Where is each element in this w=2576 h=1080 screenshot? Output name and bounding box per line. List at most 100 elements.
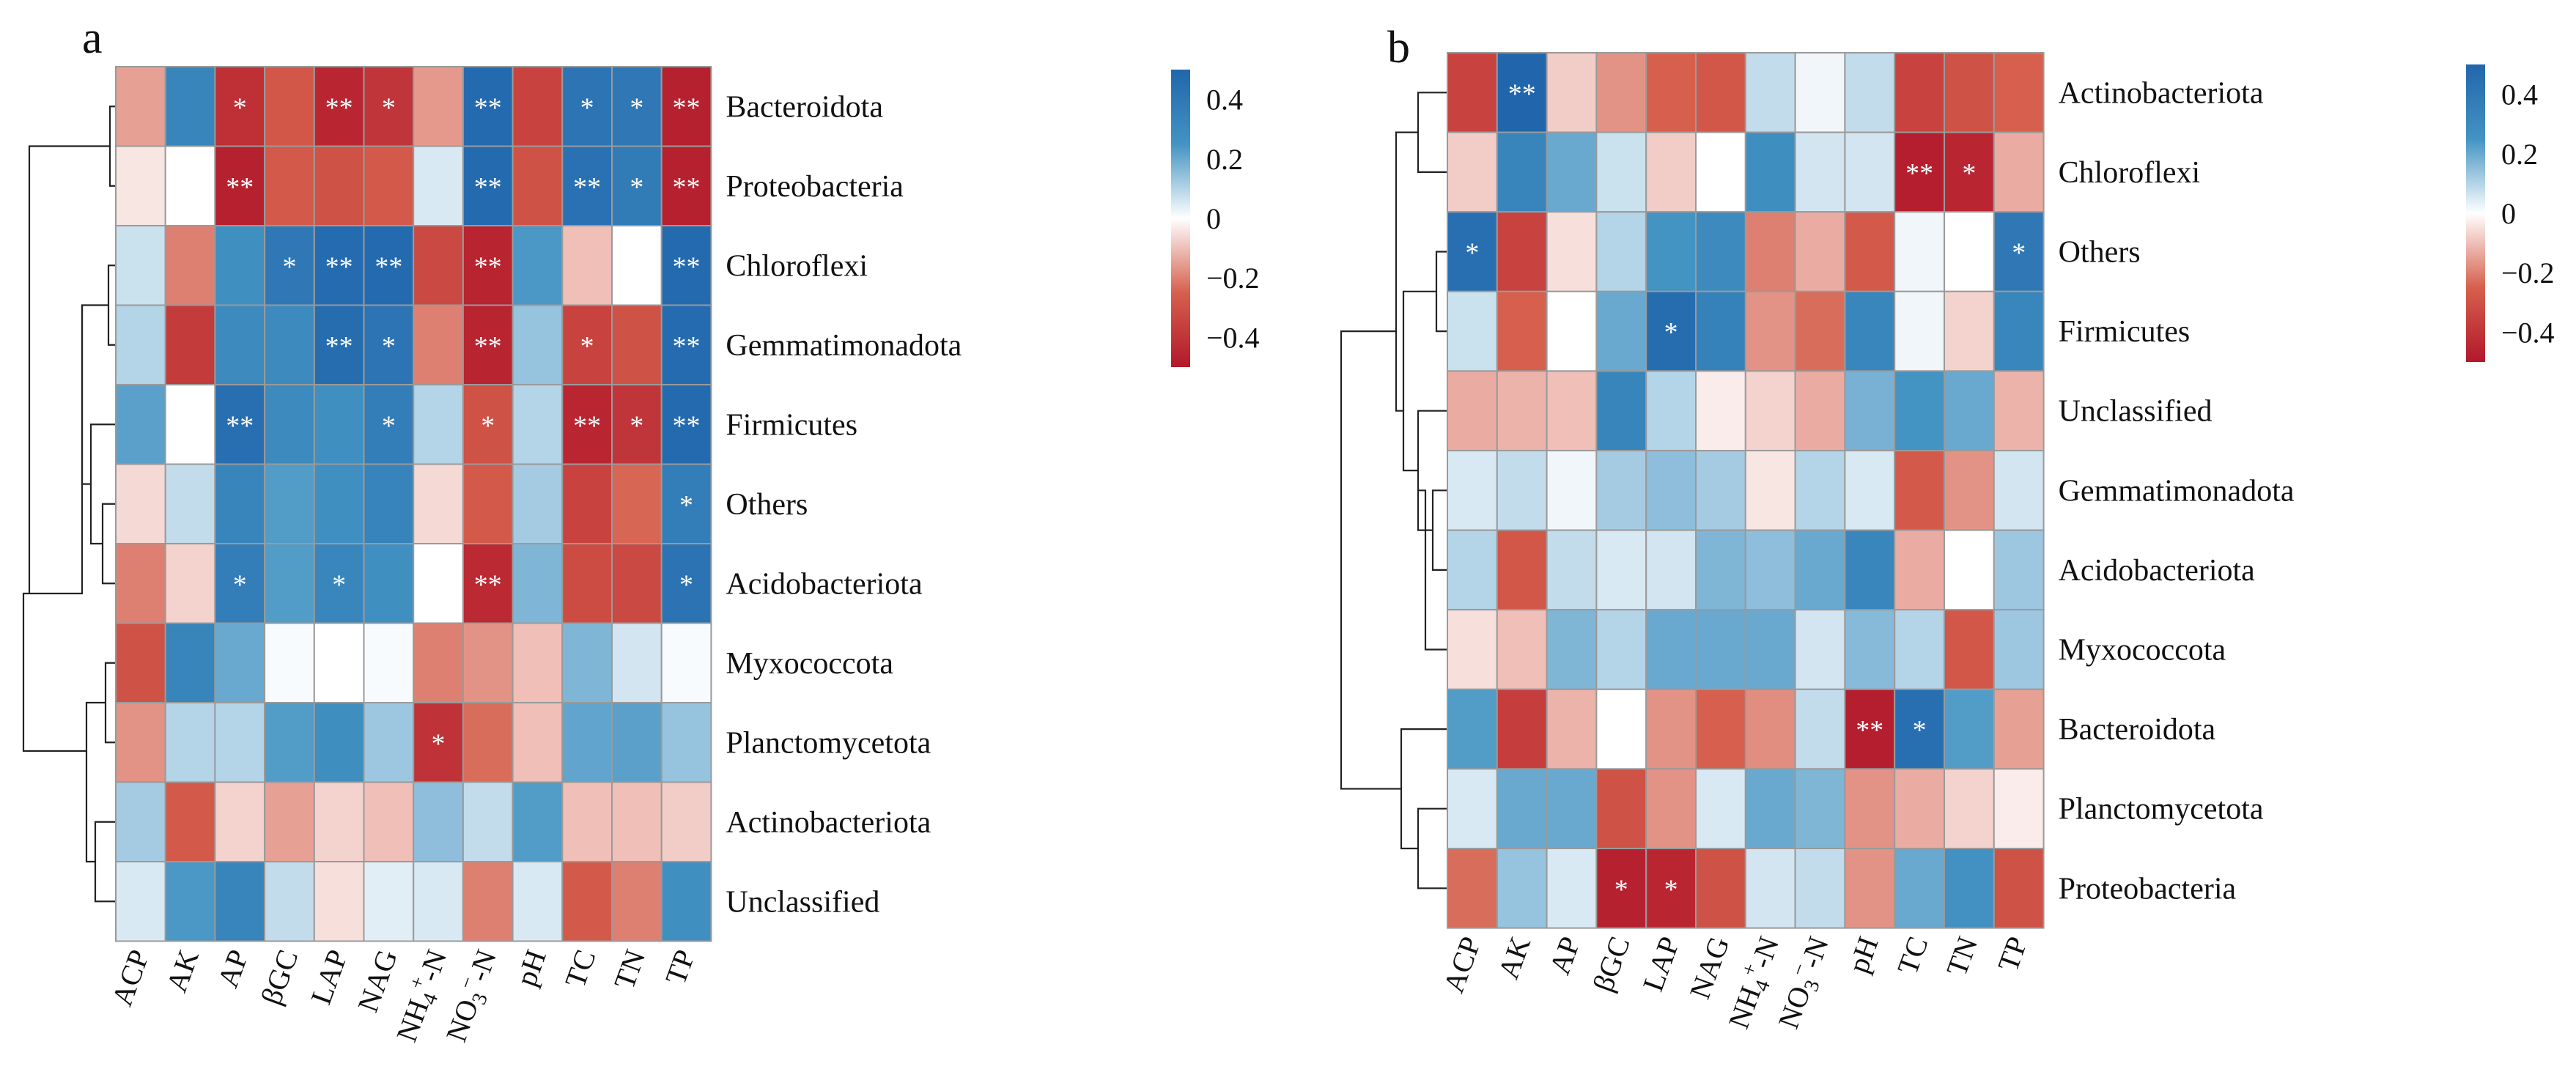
cell-b-bacteroidota-nag [1695,688,1746,770]
sig-mark-a-proteobacteria-tn: * [630,172,643,203]
cell-a-firmicutes-nag [363,384,415,465]
column-label-a-1: AK [160,945,205,996]
cell-a-planctomycetota-lap [313,702,365,783]
column-label-b-4: LAP [1636,932,1686,995]
dendrogram-branch-a-7 [94,821,116,903]
sig-mark-a-bacteroidota-tc: * [580,92,594,123]
cell-a-gemmatimonadota-tp [660,304,712,385]
cell-b-planctomycetota-no3-n [1794,768,1846,850]
cell-b-bacteroidota-no3-n [1794,688,1846,770]
cell-a-unclassified-ph [512,861,564,942]
cell-a-unclassified-nh4-n [413,861,464,942]
cell-b-bacteroidota-ap [1546,688,1598,770]
cell-a-acidobacteriota-tc [561,543,613,624]
sig-mark-a-chloroflexi-gc: * [282,251,296,282]
cell-b-myxococcota-no3-n [1794,609,1846,690]
cell-b-planctomycetota-nag [1695,768,1746,850]
cell-b-others-tc [1894,211,1945,292]
row-label-b-firmicutes: Firmicutes [2059,315,2191,349]
column-label-a-2: AP [211,945,255,991]
cell-a-acidobacteriota-nh4-n [413,543,464,624]
cell-b-bacteroidota-nh4-n [1744,688,1796,770]
cell-b-unclassified-nag [1695,370,1746,451]
cell-b-others-ph [1844,211,1896,292]
row-label-a-myxococcota: Myxococcota [726,647,893,681]
row-label-a-firmicutes: Firmicutes [726,408,857,442]
row-label-b-myxococcota: Myxococcota [2059,634,2226,667]
cell-b-planctomycetota-ap [1546,768,1598,850]
cell-b-others-tp [1993,211,2045,292]
cell-a-proteobacteria-lap [313,145,365,226]
cell-b-acidobacteriota-acp [1447,529,1498,611]
column-label-a-4: LAP [304,945,354,1008]
cell-a-myxococcota-tp [660,622,712,703]
cell-b-chloroflexi-ak [1496,131,1548,213]
cell-b-myxococcota-nag [1695,609,1746,690]
cell-b-acidobacteriota-lap [1645,529,1697,611]
sig-mark-a-proteobacteria-ap: ** [226,172,254,203]
row-label-a-unclassified: Unclassified [726,885,879,919]
cell-a-planctomycetota-gc [264,702,315,783]
cell-a-proteobacteria-ak [164,145,216,226]
cell-a-bacteroidota-lap [313,66,365,147]
cell-b-gemmatimonadota-tc [1894,450,1945,531]
sig-mark-a-proteobacteria-tp: ** [673,172,701,203]
colorbar-gradient-b [2466,64,2485,362]
cell-a-unclassified-tc [561,861,613,942]
cell-a-others-ak [164,463,216,544]
cell-b-acidobacteriota-gc [1595,529,1647,611]
cell-a-bacteroidota-gc [264,66,315,147]
sig-mark-a-chloroflexi-tp: ** [673,251,701,282]
cell-b-myxococcota-lap [1645,609,1697,690]
cell-a-myxococcota-ph [512,622,564,703]
cell-a-gemmatimonadota-nh4-n [413,304,464,385]
sig-mark-b-others-acp: * [1465,238,1479,269]
cell-a-bacteroidota-no3-n [462,66,514,147]
cell-a-firmicutes-lap [313,384,365,465]
cell-a-myxococcota-nag [363,622,415,703]
sig-mark-a-bacteroidota-ap: * [233,92,247,123]
colorbar-tick-a-3: −0.2 [1206,262,1260,295]
sig-mark-a-bacteroidota-tp: ** [673,92,701,123]
cell-a-planctomycetota-no3-n [462,702,514,783]
dendrogram-branch-b-2 [1431,489,1447,572]
cell-b-myxococcota-tp [1993,609,2045,690]
cell-b-others-tn [1944,211,1995,292]
column-label-b-10: TN [1940,932,1985,980]
cell-b-gemmatimonadota-ak [1496,450,1548,531]
panel-label-b: b [1387,23,1410,73]
cell-a-actinobacteriota-ph [512,781,564,862]
cell-a-others-ap [214,463,266,544]
cell-b-others-no3-n [1794,211,1846,292]
cell-a-bacteroidota-tn [611,66,663,147]
sig-mark-a-firmicutes-no3-n: * [481,410,495,441]
colorbar-tick-b-2: 0 [2501,197,2516,230]
cell-a-gemmatimonadota-ph [512,304,564,385]
cell-b-gemmatimonadota-tn [1944,450,1995,531]
cell-a-actinobacteriota-nag [363,781,415,862]
cell-b-planctomycetota-tp [1993,768,2045,850]
cell-b-unclassified-lap [1645,370,1697,451]
cell-b-actinobacteriota-lap [1645,52,1697,133]
cell-a-myxococcota-no3-n [462,622,514,703]
heatmap-cells-b: **** ** **** ** * [1447,52,2045,929]
cell-b-others-lap [1645,211,1697,292]
cell-b-planctomycetota-ak [1496,768,1548,850]
cell-b-gemmatimonadota-tp [1993,450,2045,531]
cell-a-bacteroidota-nh4-n [413,66,464,147]
cell-b-actinobacteriota-nag [1695,52,1746,133]
cell-a-actinobacteriota-acp [115,781,166,862]
cell-b-myxococcota-ap [1546,609,1598,690]
cell-a-gemmatimonadota-ak [164,304,216,385]
row-label-a-bacteroidota: Bacteroidota [726,90,883,124]
cell-a-bacteroidota-ph [512,66,564,147]
cell-a-firmicutes-tc [561,384,613,465]
cell-b-myxococcota-ph [1844,609,1896,690]
cell-a-acidobacteriota-ak [164,543,216,624]
row-label-a-planctomycetota: Planctomycetota [726,726,931,760]
column-label-a-11: TP [659,945,701,988]
column-label-a-9: TC [558,945,602,991]
cell-a-actinobacteriota-ak [164,781,216,862]
cell-b-gemmatimonadota-gc [1595,450,1647,531]
cell-b-gemmatimonadota-acp [1447,450,1498,531]
